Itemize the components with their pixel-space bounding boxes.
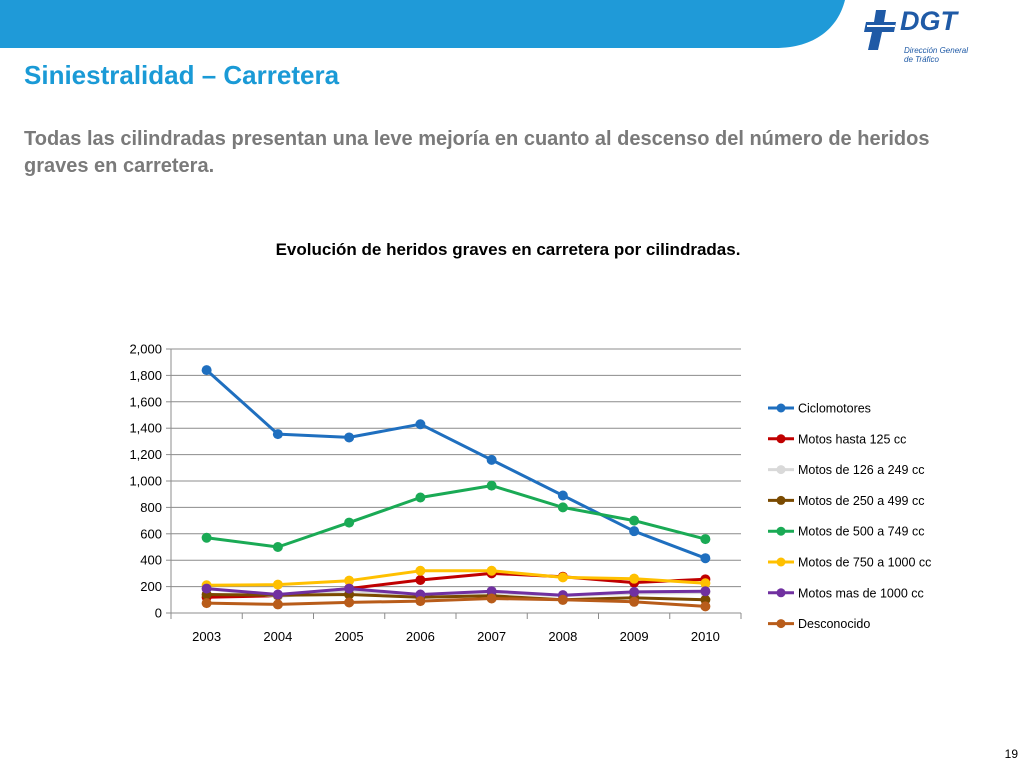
series-lines — [201, 365, 711, 612]
y-tick-label: 1,400 — [129, 421, 162, 436]
logo-text: DGT — [900, 6, 957, 36]
data-point — [486, 454, 497, 465]
data-point — [344, 597, 355, 608]
y-tick-label: 2,000 — [129, 342, 162, 357]
dgt-cross-icon — [864, 10, 896, 50]
x-tick-label: 2005 — [335, 629, 364, 644]
data-point — [700, 601, 711, 612]
legend-label: Desconocido — [798, 617, 870, 631]
data-point — [700, 553, 711, 564]
series-line — [206, 593, 706, 602]
legend-marker — [776, 619, 786, 629]
page-subtitle: Todas las cilindradas presentan una leve… — [24, 128, 930, 177]
data-point — [629, 526, 640, 537]
data-point — [557, 502, 568, 513]
x-tick-label: 2007 — [477, 629, 506, 644]
data-point — [700, 586, 711, 597]
y-tick-label: 1,000 — [129, 474, 162, 489]
data-point — [486, 586, 497, 597]
legend-label: Motos mas de 1000 cc — [798, 586, 924, 600]
data-point — [629, 573, 640, 584]
legend-label: Motos hasta 125 cc — [798, 432, 906, 446]
line-chart: 0 200 400 600 800 1,000 1,200 1,400 1,600 1,800 2,… — [129, 342, 931, 645]
y-tick-label: 400 — [140, 553, 162, 568]
data-point — [344, 517, 355, 528]
dgt-logo: DGT Dirección General de Tráfico — [864, 4, 1014, 64]
legend-marker — [776, 465, 786, 475]
series-line — [206, 484, 706, 549]
legend-marker — [776, 403, 786, 413]
legend-marker — [776, 526, 786, 536]
series-line — [205, 368, 706, 560]
series-line — [206, 587, 706, 597]
legend-marker — [776, 588, 786, 598]
chart-title: Evolución de heridos graves en carretera… — [275, 240, 741, 259]
data-point — [557, 594, 568, 605]
data-point — [700, 534, 711, 545]
data-point — [272, 599, 283, 610]
x-tick-label: 2009 — [620, 629, 649, 644]
legend-label: Motos de 126 a 249 cc — [798, 463, 924, 477]
y-tick-label: 200 — [140, 579, 162, 594]
data-point — [272, 579, 283, 590]
x-tick-label: 2008 — [548, 629, 577, 644]
data-point — [557, 490, 568, 501]
axes: 0 200 400 600 800 1,000 1,200 1,400 1,600 1,800 2,… — [129, 342, 742, 644]
data-point — [415, 575, 426, 585]
data-point — [415, 492, 426, 503]
legend-marker — [776, 434, 786, 444]
page-number: 19 — [1004, 747, 1018, 761]
x-tick-label: 2006 — [406, 629, 435, 644]
data-point — [272, 589, 283, 600]
data-point — [415, 565, 426, 576]
data-point — [486, 565, 497, 576]
y-tick-label: 1,800 — [129, 368, 162, 383]
data-point — [629, 596, 640, 607]
series-line — [206, 597, 706, 608]
legend-label: Motos de 250 a 499 cc — [798, 494, 924, 508]
x-tick-label: 2010 — [691, 629, 720, 644]
y-tick-label: 0 — [155, 606, 162, 621]
data-point — [201, 598, 212, 609]
data-point — [344, 583, 355, 594]
legend-marker — [776, 495, 786, 505]
x-tick-label: 2003 — [192, 629, 221, 644]
data-point — [201, 365, 212, 376]
legend-label: Motos de 500 a 749 cc — [798, 525, 924, 539]
data-point — [272, 542, 283, 552]
y-tick-label: 1,600 — [129, 394, 162, 409]
logo-subtitle-line1: Dirección General — [904, 46, 969, 55]
data-point — [272, 429, 283, 440]
data-point — [486, 480, 497, 491]
top-banner — [0, 0, 845, 48]
data-point — [201, 583, 212, 594]
gridlines — [171, 348, 741, 614]
data-point — [415, 419, 426, 430]
logo-subtitle-line2: de Tráfico — [904, 55, 939, 64]
data-point — [344, 575, 355, 586]
y-tick-label: 600 — [140, 526, 162, 541]
data-point — [557, 572, 568, 583]
legend-label: Motos de 750 a 1000 cc — [798, 556, 931, 570]
x-tick-label: 2004 — [263, 629, 292, 644]
data-point — [700, 578, 711, 589]
y-tick-label: 1,200 — [129, 447, 162, 462]
data-point — [486, 593, 497, 604]
data-point — [415, 596, 426, 607]
data-point — [629, 586, 640, 597]
page-title: Siniestralidad – Carretera — [24, 60, 340, 90]
legend-label: Ciclomotores — [798, 402, 871, 416]
legend: Ciclomotores Motos hasta 125 cc Motos de 1… — [768, 402, 931, 631]
data-point — [201, 532, 212, 543]
data-point — [344, 432, 355, 443]
series-line — [206, 569, 706, 587]
data-point — [629, 515, 640, 526]
y-tick-label: 800 — [140, 500, 162, 515]
legend-marker — [776, 557, 786, 567]
